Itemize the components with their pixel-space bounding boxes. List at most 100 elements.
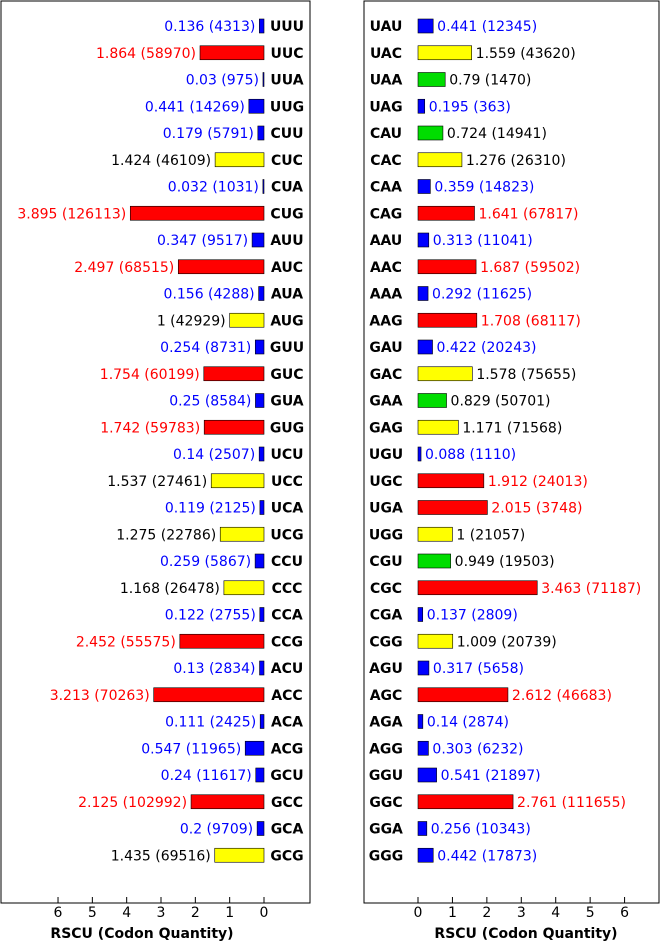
right-value-label-cag: 1.641 (67817) [479, 206, 579, 222]
right-value-label-ggg: 0.442 (17873) [437, 848, 537, 864]
left-value-label-aug: 1 (42929) [157, 313, 226, 329]
right-value-label-gag: 1.171 (71568) [462, 420, 562, 436]
right-codon-label-cgu: CGU [369, 554, 402, 570]
right-value-label-cgc: 3.463 (71187) [541, 581, 641, 597]
right-codon-label-cac: CAC [370, 153, 401, 169]
right-bars: UAU 0.441 (12345) UAC 1.559 (43620) UAA 0.79 … [369, 18, 641, 864]
left-value-label-ccu: 0.259 (5867) [160, 554, 251, 570]
right-codon-label-ugg: UGG [369, 527, 403, 543]
left-value-label-gcc: 2.125 (102992) [78, 795, 187, 811]
left-codon-label-gcc: GCC [271, 795, 303, 811]
right-value-label-gga: 0.256 (10343) [431, 822, 531, 838]
left-x-tick-label-6: 6 [54, 905, 63, 921]
left-value-label-gca: 0.2 (9709) [180, 822, 253, 838]
left-bar-gca [256, 821, 265, 836]
right-value-label-gau: 0.422 (20243) [437, 340, 537, 356]
left-bar-ccc [223, 580, 265, 596]
left-bars: UUU 0.136 (4313) UUC 1.864 (58970) UUA 0.03 (… [17, 18, 304, 864]
left-bar-auu [251, 232, 265, 248]
left-value-label-auc: 2.497 (68515) [74, 260, 174, 276]
right-bar-agg [417, 740, 429, 756]
left-bar-auc [177, 259, 265, 275]
left-codon-label-ucc: UCC [271, 474, 303, 490]
right-bar-ugu [417, 446, 422, 462]
left-value-label-uug: 0.441 (14269) [145, 99, 245, 115]
right-value-label-agu: 0.317 (5658) [433, 661, 524, 677]
left-value-label-gug: 1.742 (59783) [100, 420, 200, 436]
left-bar-gcg [214, 847, 265, 863]
right-bar-uag [417, 98, 426, 114]
right-bar-ugc [417, 473, 485, 489]
left-bar-uuu [259, 18, 265, 34]
left-bar-acg [244, 740, 265, 756]
left-x-tick-label-3: 3 [157, 905, 166, 921]
left-codon-label-uug: UUG [270, 99, 304, 115]
left-value-label-guc: 1.754 (60199) [100, 367, 200, 383]
left-bar-gcc [190, 794, 265, 810]
left-bar-cug [129, 205, 265, 221]
right-codon-label-uac: UAC [370, 46, 402, 62]
right-bar-cgc [417, 580, 538, 596]
right-codon-label-gaa: GAA [369, 394, 402, 410]
left-value-label-uca: 0.119 (2125) [165, 501, 256, 517]
right-x-tick-label-3: 3 [517, 905, 526, 921]
left-codon-label-cug: CUG [270, 206, 303, 222]
right-value-label-uag: 0.195 (363) [429, 99, 511, 115]
left-value-label-acg: 0.547 (11965) [141, 741, 241, 757]
left-codon-label-auc: AUC [271, 260, 303, 276]
right-x-axis: 0 1 2 3 4 5 6 [414, 897, 629, 921]
left-codon-label-gcu: GCU [270, 768, 303, 784]
right-codon-label-uaa: UAA [370, 73, 403, 89]
right-bar-aga [417, 714, 424, 729]
right-codon-label-gga: GGA [369, 822, 403, 838]
right-value-label-ugc: 1.912 (24013) [488, 474, 588, 490]
left-x-tick-label-4: 4 [122, 905, 131, 921]
right-value-label-uac: 1.559 (43620) [476, 46, 576, 62]
left-bar-ucu [258, 446, 265, 462]
left-bar-uca [259, 500, 265, 515]
right-value-label-gaa: 0.829 (50701) [451, 394, 551, 410]
left-value-label-auu: 0.347 (9517) [157, 233, 248, 249]
left-bar-cuu [257, 125, 265, 141]
left-codon-label-cuc: CUC [271, 153, 303, 169]
right-bar-agu [417, 660, 430, 676]
left-value-label-acu: 0.13 (2834) [173, 661, 255, 677]
right-bar-ggg [417, 847, 434, 863]
left-codon-label-guu: GUU [270, 340, 304, 356]
right-value-label-cga: 0.137 (2809) [427, 608, 518, 624]
left-value-label-ccg: 2.452 (55575) [76, 634, 176, 650]
right-codon-label-ggc: GGC [369, 795, 402, 811]
left-x-tick-label-5: 5 [88, 905, 97, 921]
left-value-label-ucc: 1.537 (27461) [107, 474, 207, 490]
right-codon-label-gac: GAC [370, 367, 403, 383]
left-codon-label-cua: CUA [271, 180, 303, 196]
right-value-label-cgg: 1.009 (20739) [457, 634, 557, 650]
left-bar-ucc [210, 473, 265, 489]
left-codon-label-uua: UUA [270, 73, 303, 89]
left-bar-cua [262, 179, 265, 194]
left-value-label-cug: 3.895 (126113) [17, 206, 126, 222]
left-value-label-aca: 0.111 (2425) [165, 715, 256, 731]
left-bar-aug [229, 312, 265, 328]
right-bar-aag [417, 312, 478, 328]
left-codon-label-gca: GCA [271, 822, 304, 838]
right-codon-label-aau: AAU [370, 233, 403, 249]
left-value-label-ccc: 1.168 (26478) [120, 581, 220, 597]
left-value-label-cuc: 1.424 (46109) [111, 153, 211, 169]
right-codon-label-agc: AGC [370, 688, 403, 704]
left-value-label-cca: 0.122 (2755) [165, 608, 256, 624]
right-codon-label-gag: GAG [369, 420, 403, 436]
left-value-label-uua: 0.03 (975) [186, 73, 259, 89]
left-value-label-uuu: 0.136 (4313) [164, 19, 255, 35]
right-codon-label-ugu: UGU [369, 447, 403, 463]
left-bar-aca [259, 714, 265, 729]
right-value-label-uga: 2.015 (3748) [491, 501, 582, 517]
right-codon-label-aaa: AAA [370, 287, 403, 303]
left-codon-label-acg: ACG [271, 741, 304, 757]
right-bar-cau [417, 125, 444, 141]
left-value-label-ucg: 1.275 (22786) [116, 527, 216, 543]
right-value-label-uau: 0.441 (12345) [437, 19, 537, 35]
left-codon-label-acu: ACU [271, 661, 303, 677]
right-codon-label-aga: AGA [369, 715, 402, 731]
left-codon-label-aca: ACA [271, 715, 303, 731]
